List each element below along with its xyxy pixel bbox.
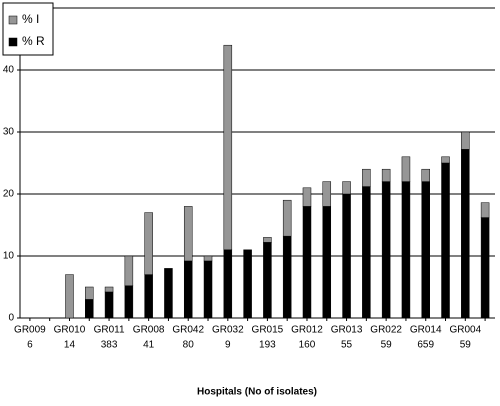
x-tick-label: GR012 (291, 325, 323, 336)
x-tick-count: 59 (381, 340, 393, 351)
bar (144, 274, 153, 319)
x-tick-count: 193 (259, 340, 276, 351)
bar (302, 187, 312, 207)
x-tick-label: GR042 (172, 325, 204, 336)
bar (342, 193, 351, 319)
bar (480, 202, 490, 218)
x-tick-label: GR004 (449, 325, 481, 336)
x-axis-title: Hospitals (No of isolates) (197, 387, 317, 398)
bar (85, 286, 94, 300)
x-tick-label: GR009 (14, 325, 46, 336)
bar (243, 249, 252, 319)
bar (104, 286, 114, 293)
x-tick-count: 14 (64, 340, 76, 351)
x-tick-label: GR014 (410, 325, 442, 336)
bar (104, 291, 114, 319)
y-tick-label: 40 (3, 65, 15, 76)
x-tick-count: 80 (183, 340, 195, 351)
bar (441, 162, 450, 319)
bar (381, 181, 391, 319)
y-tick-label: 30 (3, 127, 15, 138)
bar (421, 181, 430, 319)
x-tick-label: GR015 (252, 325, 284, 336)
bar (401, 156, 411, 182)
bar (183, 206, 193, 262)
bar (65, 274, 74, 319)
bar (401, 181, 411, 319)
legend-box (2, 2, 54, 56)
bar (342, 181, 351, 195)
bar (263, 242, 272, 319)
bar (203, 255, 213, 262)
x-tick-count: 59 (460, 340, 472, 351)
bar (322, 181, 332, 207)
bar (421, 168, 430, 182)
bar (263, 237, 272, 243)
bar (203, 260, 213, 319)
legend-label: % I (22, 12, 39, 26)
y-tick-label: 20 (3, 189, 15, 200)
legend-label: % R (22, 34, 45, 48)
x-tick-count: 6 (27, 340, 33, 351)
x-tick-label: GR008 (133, 325, 165, 336)
bar (124, 285, 134, 319)
bar (282, 235, 292, 319)
x-tick-label: GR022 (370, 325, 402, 336)
x-tick-label: GR010 (54, 325, 86, 336)
bar (282, 199, 292, 237)
y-tick-label: 0 (8, 313, 14, 324)
x-tick-count: 160 (299, 340, 316, 351)
x-tick-label: GR013 (331, 325, 363, 336)
bar (223, 249, 233, 319)
x-tick-count: 55 (341, 340, 353, 351)
bar (124, 255, 134, 287)
x-tick-count: 9 (225, 340, 231, 351)
bar (362, 186, 371, 319)
x-tick-count: 383 (101, 340, 118, 351)
x-tick-label: GR032 (212, 325, 244, 336)
x-tick-count: 659 (417, 340, 434, 351)
bar (302, 206, 312, 319)
bar (223, 44, 233, 251)
bar (144, 212, 153, 275)
bar (461, 149, 470, 319)
bar (480, 217, 490, 319)
bar (461, 131, 470, 150)
y-tick-label: 10 (3, 251, 15, 262)
bar (441, 156, 450, 164)
legend-swatch (8, 37, 18, 47)
bar (183, 260, 193, 319)
legend-swatch (8, 15, 18, 25)
x-tick-label: GR011 (94, 325, 125, 336)
bar (362, 168, 371, 187)
bar (164, 268, 173, 319)
bar (322, 206, 332, 319)
bar (381, 168, 391, 182)
x-tick-count: 41 (143, 340, 155, 351)
bar (85, 299, 94, 319)
